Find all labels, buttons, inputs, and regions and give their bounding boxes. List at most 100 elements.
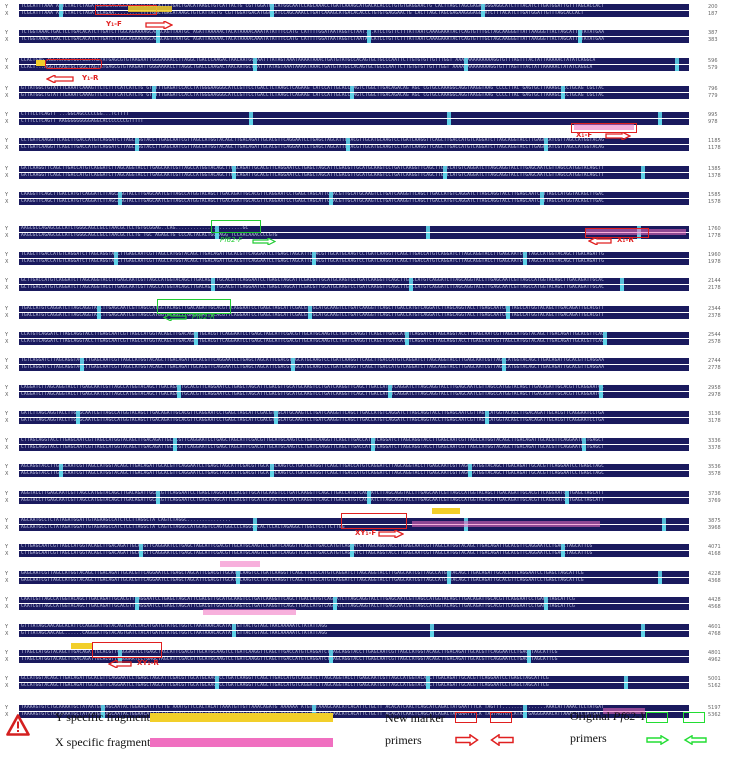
mismatch-marker [156,36,160,43]
row-label-x: X [5,444,9,451]
legend-new-primer-box-2 [490,712,512,723]
sequence-text: CTTGAGCAATCGTTAGCCATGGTACAGCTTGACAGATTGC… [21,550,593,556]
primer-label-x1-r: X₁-R [617,236,634,244]
primer-box-pf62-r [157,299,231,314]
sequence-row-y: GCCATGGTACAGCTTGACAGATTGCACGTTCAGGAATCCT… [19,676,689,682]
row-label-x: X [5,603,9,610]
mismatch-marker [97,306,101,312]
position-number-x: 3578 [708,470,721,477]
primer-label-pf62-r: Pf62-R [192,313,215,321]
mismatch-marker [502,364,506,371]
position-number-y: 3736 [708,491,721,497]
sequence-row-y: TGACCATGTCAGGATCTTAGCAGGTACCTTGAGCAATCGT… [19,306,689,312]
row-label-y: Y [5,624,9,630]
sequence-text: CAAGGTTCAGCTTGACCATGTCAGGATCTTAGCAGGTACC… [21,198,605,204]
position-number-x: 5162 [708,682,721,689]
position-number-x: 2178 [708,284,721,291]
position-number-y: 2958 [708,385,721,391]
row-label-x: X [5,470,9,477]
mismatch-marker [426,226,430,232]
sequence-row-y: GTTATGGCTGTATTTCAAATCAAAGTTCTCTTTCATCATC… [19,86,689,92]
sequence-text: AAGCGCCAGAGCGCCATCTGGGCAGCCGCCTAACGCTCCT… [21,232,278,238]
mismatch-marker [152,86,156,92]
position-number-x: 2578 [708,338,721,345]
mismatch-marker [367,491,371,497]
sequence-text: AAGCGCCAGAGCGCCATCTGGGCAGCCGCCTAACGCTCCT… [21,226,249,231]
sequence-text: AGCAGGTACCTTGAGCAATCGTTAGCCATGGTACAGCTTG… [21,464,605,469]
position-number-y: 4071 [708,544,721,550]
sequence-row-x: GTTTATAGCAACAGC......CAGGGATTGTACAGTGATC… [19,630,689,637]
mismatch-marker [139,544,143,550]
mismatch-marker [447,112,451,118]
mismatch-marker [662,518,666,524]
sequence-text: TGACCATGTCAGGATCTTAGCAGGTACCTTGAGCAATCGT… [21,306,605,311]
row-label-x: X [5,682,9,689]
sequence-text: CAAGGTTCAGCTTGACCATGTCAGGATCTTAGCAGGTACC… [21,192,605,197]
mismatch-marker [177,391,181,398]
legend-x-specific-swatch [150,738,333,747]
mismatch-marker [468,464,472,470]
forward-arrow-icon [378,530,404,538]
sequence-text: GCCATGGTACAGCTTGACAGATTGCACGTTCAGGAATCCT… [21,682,549,688]
mismatch-marker [232,166,236,172]
position-number-x: 187 [708,10,718,17]
mismatch-marker [291,364,295,371]
sequence-text: TGTCAGGATCTTAGCAGGTACCTTGAGCAATCGTTAGCCA… [21,364,605,370]
row-label-y: Y [5,518,9,524]
position-number-x: 383 [708,36,718,43]
sequence-text: TTAGCCATGGTACAGCTTGACAGATTGCACGTTCAGGAAT… [21,656,558,662]
mismatch-marker [641,624,645,630]
mismatch-marker [409,284,413,291]
mismatch-marker [215,226,219,232]
x-specific-fragment [574,124,634,130]
x-specific-fragment [203,609,296,615]
position-number-y: 796 [708,86,718,92]
position-number-x: 1178 [708,144,721,151]
legend-original-primer-box-1 [646,712,668,723]
sequence-row-y: CTTTCCTCAGTT ...GGCAGCCCCCGG...TCTTTT [19,112,689,118]
sequence-row-y: TCTGGTAAACTGACTCCTGACACATCTTGATCTTGGCAGA… [19,30,689,36]
sequence-text: AGGTACCTTGAGCAATCGTTAGCCATGGTACAGCTTGACA… [21,491,605,496]
position-number-y: 2544 [708,332,721,338]
alignment-block: Y CTTAGCAGGTACCTTGAGCAATCGTTAGCCATGGTACAG… [0,438,738,452]
mismatch-marker [582,444,586,451]
mismatch-marker [620,284,624,291]
alignment-block: Y TCTGGTAAACTGACTCCTGACACATCTTGATCTTGGCAG… [0,30,738,44]
mismatch-marker [426,232,430,239]
mismatch-marker [350,550,354,557]
sequence-text: CTTTCCTCAGTT AAGGGGGGGGGAGGCACCCCCCCGTTT… [21,118,144,124]
mismatch-marker [485,417,489,424]
position-number-y: 3336 [708,438,721,444]
row-label-y: Y [5,112,9,118]
x-specific-fragment [412,521,600,527]
mismatch-marker [561,86,565,92]
position-number-x: 1778 [708,232,721,239]
row-label-y: Y [5,491,9,497]
sequence-row-y: CTTGAGCAATCGTTAGCCATGGTACAGCTTGACAGATTGC… [19,544,689,550]
mismatch-marker [308,312,312,319]
row-label-y: Y [5,58,9,64]
sequence-row-y: CCATGTCAGGATCTTAGCAGGTACCTTGAGCAATCGTTAG… [19,332,689,338]
sequence-text: AGCAATGCCTCTATAGATGGATTGTAGAAGCCATCTCCTT… [21,518,231,523]
position-number-y: 3875 [708,518,721,524]
sequence-row-y: GTTTATAGCAACAGCACATTCCAGGGATTGTACAGTGATC… [19,624,689,630]
sequence-row-x: TGACCATGTCAGGATCTTAGCAGGTACCTTGAGCAATCGT… [19,312,689,319]
mismatch-marker [658,577,662,584]
mismatch-marker [527,656,531,663]
mismatch-marker [249,118,253,125]
mismatch-marker [405,338,409,345]
position-number-y: 3536 [708,464,721,470]
alignment-block: Y GTTATGGCTGTATTTCAAATCAAAGTTCTCTTTCATCAT… [0,86,738,100]
mismatch-marker [561,544,565,550]
position-number-y: 4601 [708,624,721,630]
sequence-text: CCATGTCAGGATCTTAGCAGGTACCTTGAGCAATCGTTAG… [21,338,605,344]
legend-new-marker-label-1: New marker [385,711,445,725]
mismatch-marker [544,144,548,151]
mismatch-marker [139,550,143,557]
position-number-x: 1578 [708,198,721,205]
sequence-row-x: CAATCGTTAGCCATGGTACAGCTTGACAGATTGCACGTTC… [19,603,689,610]
sequence-text: GATCAAGGTTCAGCTTGACCATGTCAGGATCTTAGCAGGT… [21,172,605,178]
sequence-row-x: TCGCATTTAAA ATTCTACTCTAGATGCAGAA........… [19,10,689,17]
sequence-text: TGTCAGGATCTTAGCAGGTACCTTGAGCAATCGTTAGCCA… [21,358,605,363]
alignment-block: Y GCCATGGTACAGCTTGACAGATTGCACGTTCAGGAATCC… [0,676,738,690]
